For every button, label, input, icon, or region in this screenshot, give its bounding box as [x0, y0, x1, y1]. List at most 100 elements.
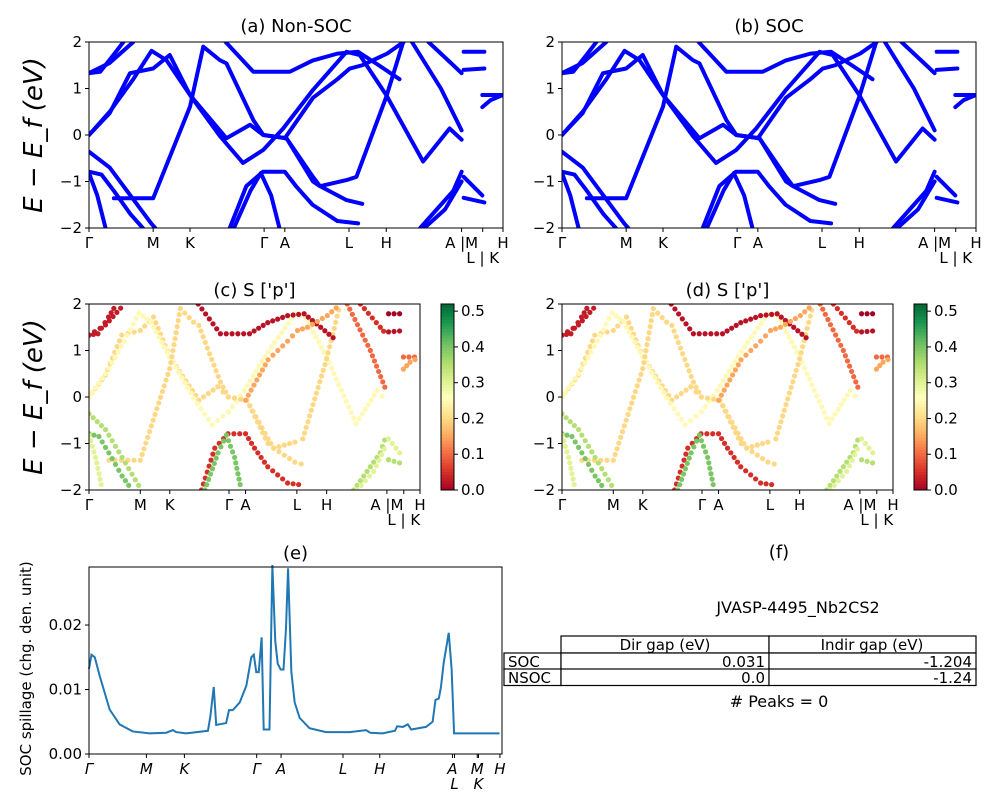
y-tick-label: −2 [60, 481, 82, 499]
band-line [704, 171, 755, 228]
projected-point [802, 309, 808, 315]
projected-point [834, 473, 840, 479]
colorbar-segment [914, 434, 927, 438]
projected-point [163, 377, 169, 383]
projected-point [704, 431, 710, 437]
projected-point [715, 431, 722, 437]
projected-point [804, 325, 810, 331]
projected-point [755, 325, 761, 331]
band-line [461, 66, 487, 72]
colorbar-tick-label: 0.1 [934, 445, 958, 463]
colorbar-segment [441, 335, 454, 339]
projected-point [562, 432, 565, 438]
projected-point [839, 473, 846, 479]
colorbar-segment [441, 462, 454, 466]
projected-point [396, 460, 403, 466]
projected-point [251, 328, 257, 334]
projected-point [658, 385, 664, 391]
x-tick-label: M [607, 496, 620, 514]
projected-point [153, 329, 159, 335]
projected-point [741, 344, 748, 350]
projected-point [735, 435, 742, 441]
projected-point [566, 454, 572, 461]
colorbar-segment [914, 381, 927, 386]
projected-point [870, 450, 876, 456]
projected-point [844, 392, 850, 398]
projected-point [361, 473, 367, 479]
table-cell-value: 0.031 [722, 653, 765, 671]
projected-point [106, 318, 112, 324]
projected-point [778, 319, 784, 325]
projected-point [119, 454, 125, 461]
projected-point [256, 363, 262, 369]
projected-point [634, 344, 640, 350]
projected-point [642, 354, 648, 360]
colorbar-segment [914, 483, 927, 488]
projected-point [850, 324, 856, 330]
projected-point [221, 438, 227, 444]
projected-point [265, 357, 271, 363]
projected-point [371, 459, 377, 465]
projected-point [310, 329, 317, 335]
projected-point [380, 328, 387, 334]
projected-point [114, 309, 120, 315]
projected-point [563, 415, 569, 421]
projected-point [753, 343, 759, 349]
projected-point [347, 306, 353, 312]
projected-point [391, 311, 397, 317]
projected-point [842, 315, 848, 321]
projected-point [575, 426, 582, 433]
projected-point [767, 327, 774, 334]
colorbar-tick-label: 0.4 [461, 338, 485, 356]
projected-point [869, 460, 876, 466]
projected-point [776, 424, 782, 431]
band-line [696, 42, 875, 82]
band-line [562, 48, 937, 165]
y-tick-label: 0 [545, 126, 555, 144]
colorbar-segment [914, 462, 927, 466]
projected-point [371, 392, 377, 398]
projected-point [744, 445, 750, 451]
projected-point [175, 318, 181, 324]
projected-point [280, 314, 286, 320]
projected-point [758, 480, 764, 486]
projected-point [879, 354, 885, 360]
x-tick-label: H [414, 496, 425, 514]
projected-point [136, 310, 142, 316]
projected-point [589, 467, 595, 473]
projected-point [131, 457, 137, 463]
projected-point [331, 325, 337, 331]
projected-point [675, 487, 681, 490]
projected-point [706, 460, 712, 466]
projected-point [396, 311, 403, 317]
x-tick-label: A |M [370, 496, 403, 514]
projected-point [582, 456, 588, 462]
projected-point [254, 377, 260, 383]
projected-point [285, 338, 291, 344]
projected-point [257, 372, 263, 378]
projected-point [562, 389, 568, 395]
projected-point [186, 315, 192, 321]
x-tick-label: A [713, 496, 724, 514]
colorbar-segment [441, 459, 454, 463]
projected-point [378, 374, 384, 380]
projected-point [786, 390, 793, 396]
projected-point [111, 305, 117, 311]
projected-point [214, 326, 220, 332]
projected-point [102, 444, 109, 450]
projected-point [758, 320, 764, 326]
axes-frame [88, 566, 503, 755]
projected-point [204, 345, 211, 351]
colorbar-segment [914, 313, 927, 317]
colorbar-segment [914, 446, 927, 451]
projected-point [373, 363, 380, 369]
projected-point [678, 390, 684, 397]
colorbar-segment [441, 409, 454, 413]
projected-point [225, 438, 232, 444]
projected-point [579, 365, 585, 371]
colorbar-segment [441, 440, 454, 444]
projected-point [564, 432, 570, 438]
projected-point [200, 334, 206, 340]
projected-point [318, 344, 324, 350]
projected-point [380, 379, 386, 385]
